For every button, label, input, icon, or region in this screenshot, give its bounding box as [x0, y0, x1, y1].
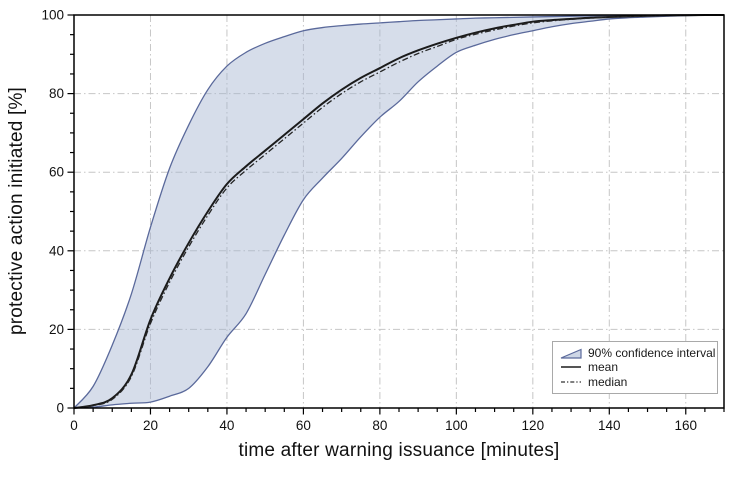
- y-tick-label: 100: [41, 8, 64, 23]
- x-tick-label: 40: [219, 418, 234, 433]
- x-tick-label: 0: [70, 418, 78, 433]
- y-tick-label: 0: [56, 401, 64, 416]
- x-tick-label: 100: [445, 418, 468, 433]
- x-tick-label: 60: [296, 418, 311, 433]
- legend-label-confidence-interval: 90% confidence interval: [588, 346, 716, 361]
- confidence-band-icon: [560, 348, 582, 359]
- legend-label-mean: mean: [588, 360, 619, 375]
- legend-item-mean: mean: [559, 360, 711, 374]
- y-tick-label: 20: [49, 322, 64, 337]
- x-tick-label: 120: [522, 418, 545, 433]
- dash-dot-line-icon: [561, 381, 581, 383]
- x-axis-title: time after warning issuance [minutes]: [238, 440, 560, 461]
- x-tick-label: 140: [598, 418, 621, 433]
- x-tick-label: 160: [674, 418, 697, 433]
- gridlines: [74, 15, 724, 408]
- x-tick-label: 20: [143, 418, 158, 433]
- y-axis-title: protective action initiated [%]: [6, 86, 27, 336]
- legend-item-confidence-interval: 90% confidence interval: [559, 346, 715, 360]
- solid-line-icon: [561, 366, 581, 369]
- legend-item-median: median: [559, 375, 711, 389]
- legend: 90% confidence interval mean median: [552, 341, 718, 394]
- median-line: [73, 14, 725, 409]
- confidence-band-lower-edge: [73, 14, 725, 409]
- y-tick-label: 80: [49, 86, 64, 101]
- legend-label-median: median: [588, 374, 628, 389]
- y-tick-label: 40: [49, 243, 64, 258]
- tick-labels: 0 20 40 60 80 100 120 140 160 0 20 40 60 80 100: [41, 8, 697, 434]
- axis-ticks: [67, 14, 725, 415]
- x-tick-label: 80: [372, 418, 387, 433]
- y-tick-label: 60: [49, 165, 64, 180]
- confidence-band: [74, 14, 724, 409]
